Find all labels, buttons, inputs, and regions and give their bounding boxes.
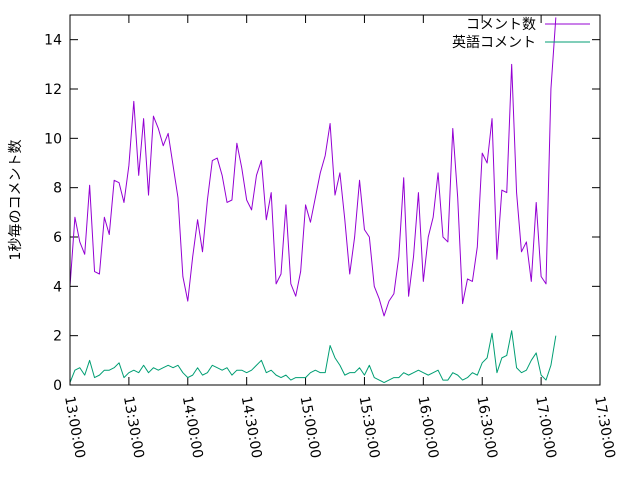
y-tick-label: 0 — [53, 378, 62, 394]
legend: コメント数 英語コメント — [452, 17, 590, 51]
legend-label-0: コメント数 — [466, 17, 536, 33]
legend-label-1: 英語コメント — [452, 34, 536, 51]
series-lines — [69, 17, 557, 384]
x-tick-label: 15:00:00 — [297, 395, 324, 460]
x-tick-label: 17:30:00 — [591, 395, 618, 460]
y-tick-label: 12 — [44, 82, 62, 98]
x-tick-label: 13:30:00 — [120, 395, 147, 460]
y-tick-label: 2 — [53, 329, 62, 345]
x-tick-label: 14:30:00 — [238, 395, 265, 460]
x-tick-label: 16:00:00 — [414, 395, 441, 460]
y-tick-label: 4 — [53, 279, 62, 295]
tick-marks — [69, 15, 601, 386]
y-axis-label: 1秒毎のコメント数 — [8, 140, 24, 261]
x-tick-label: 17:00:00 — [532, 395, 559, 460]
x-tick-label: 15:30:00 — [356, 395, 383, 460]
y-tick-label: 6 — [53, 230, 62, 246]
x-tick-label: 14:00:00 — [179, 395, 206, 460]
x-tick-label: 13:00:00 — [61, 395, 88, 460]
series-line-1 — [69, 330, 557, 384]
plot-frame — [69, 14, 601, 386]
y-tick-label: 14 — [44, 33, 62, 49]
x-tick-label: 16:30:00 — [473, 395, 500, 460]
y-tick-label: 8 — [53, 181, 62, 197]
x-tick-labels: 13:00:00 13:30:00 14:00:00 14:30:00 15:00:00… — [61, 395, 618, 460]
y-tick-label: 10 — [44, 131, 62, 147]
series-line-0 — [69, 17, 557, 317]
y-tick-labels: 0 2 4 6 8 10 12 14 — [44, 33, 62, 394]
